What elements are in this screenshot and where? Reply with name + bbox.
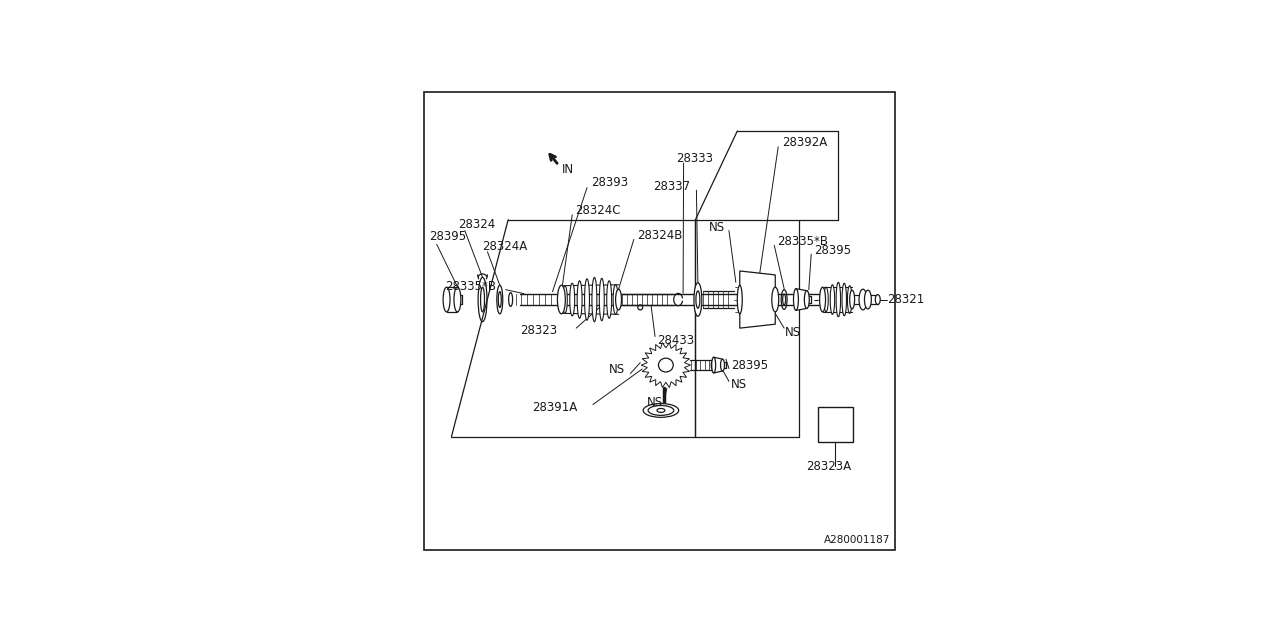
Ellipse shape bbox=[737, 285, 742, 314]
Ellipse shape bbox=[712, 357, 716, 373]
Ellipse shape bbox=[694, 283, 701, 316]
Ellipse shape bbox=[782, 294, 786, 305]
Text: 28337: 28337 bbox=[653, 180, 690, 193]
Ellipse shape bbox=[454, 287, 461, 312]
Text: 28395: 28395 bbox=[731, 358, 768, 372]
Ellipse shape bbox=[842, 284, 846, 316]
Ellipse shape bbox=[643, 404, 678, 417]
Ellipse shape bbox=[859, 289, 867, 310]
Ellipse shape bbox=[599, 278, 604, 321]
Ellipse shape bbox=[850, 290, 855, 309]
Ellipse shape bbox=[480, 287, 485, 312]
Text: 28323: 28323 bbox=[520, 324, 558, 337]
Ellipse shape bbox=[558, 285, 566, 314]
Text: 28391A: 28391A bbox=[532, 401, 577, 415]
Ellipse shape bbox=[824, 287, 828, 312]
Text: 28333: 28333 bbox=[676, 152, 713, 164]
Text: 28392A: 28392A bbox=[782, 136, 827, 149]
Ellipse shape bbox=[696, 291, 700, 308]
Text: NS: NS bbox=[648, 396, 663, 408]
Text: NS: NS bbox=[785, 326, 801, 339]
Ellipse shape bbox=[562, 285, 567, 314]
Text: 28321: 28321 bbox=[887, 293, 925, 306]
Ellipse shape bbox=[585, 279, 590, 320]
Ellipse shape bbox=[577, 281, 582, 318]
Ellipse shape bbox=[819, 287, 826, 312]
Text: 28323A: 28323A bbox=[806, 460, 851, 472]
Text: 28324B: 28324B bbox=[637, 229, 682, 242]
Polygon shape bbox=[447, 287, 457, 312]
Ellipse shape bbox=[443, 287, 451, 312]
Ellipse shape bbox=[591, 277, 596, 322]
Ellipse shape bbox=[831, 285, 835, 314]
Text: IN: IN bbox=[562, 163, 573, 176]
Text: 28324: 28324 bbox=[458, 218, 495, 231]
Polygon shape bbox=[641, 342, 690, 388]
Text: NS: NS bbox=[709, 221, 724, 234]
Ellipse shape bbox=[876, 294, 881, 305]
Text: 28395: 28395 bbox=[814, 244, 851, 257]
Text: 28395: 28395 bbox=[429, 230, 466, 243]
Bar bbox=[818, 407, 854, 442]
Ellipse shape bbox=[836, 282, 841, 317]
Polygon shape bbox=[796, 289, 806, 310]
Text: 28324C: 28324C bbox=[575, 204, 621, 218]
Text: A280001187: A280001187 bbox=[824, 535, 890, 545]
Polygon shape bbox=[740, 271, 776, 328]
Text: 28433: 28433 bbox=[657, 334, 694, 347]
Ellipse shape bbox=[804, 291, 809, 308]
Ellipse shape bbox=[607, 281, 612, 318]
Ellipse shape bbox=[570, 284, 575, 316]
Text: NS: NS bbox=[609, 363, 626, 376]
Ellipse shape bbox=[794, 289, 799, 310]
Ellipse shape bbox=[648, 406, 673, 415]
Text: 28335*B: 28335*B bbox=[445, 280, 495, 292]
Ellipse shape bbox=[847, 285, 852, 314]
Ellipse shape bbox=[712, 360, 716, 370]
Ellipse shape bbox=[657, 408, 664, 412]
Ellipse shape bbox=[772, 287, 778, 312]
Ellipse shape bbox=[616, 289, 622, 310]
Ellipse shape bbox=[721, 359, 724, 371]
Ellipse shape bbox=[658, 358, 673, 372]
Text: 28335*B: 28335*B bbox=[777, 236, 828, 248]
Polygon shape bbox=[714, 357, 722, 373]
Ellipse shape bbox=[613, 285, 618, 314]
Text: 28393: 28393 bbox=[591, 176, 628, 189]
Text: NS: NS bbox=[731, 378, 748, 391]
Ellipse shape bbox=[498, 292, 502, 307]
Ellipse shape bbox=[864, 290, 872, 309]
Text: 28324A: 28324A bbox=[483, 240, 527, 253]
